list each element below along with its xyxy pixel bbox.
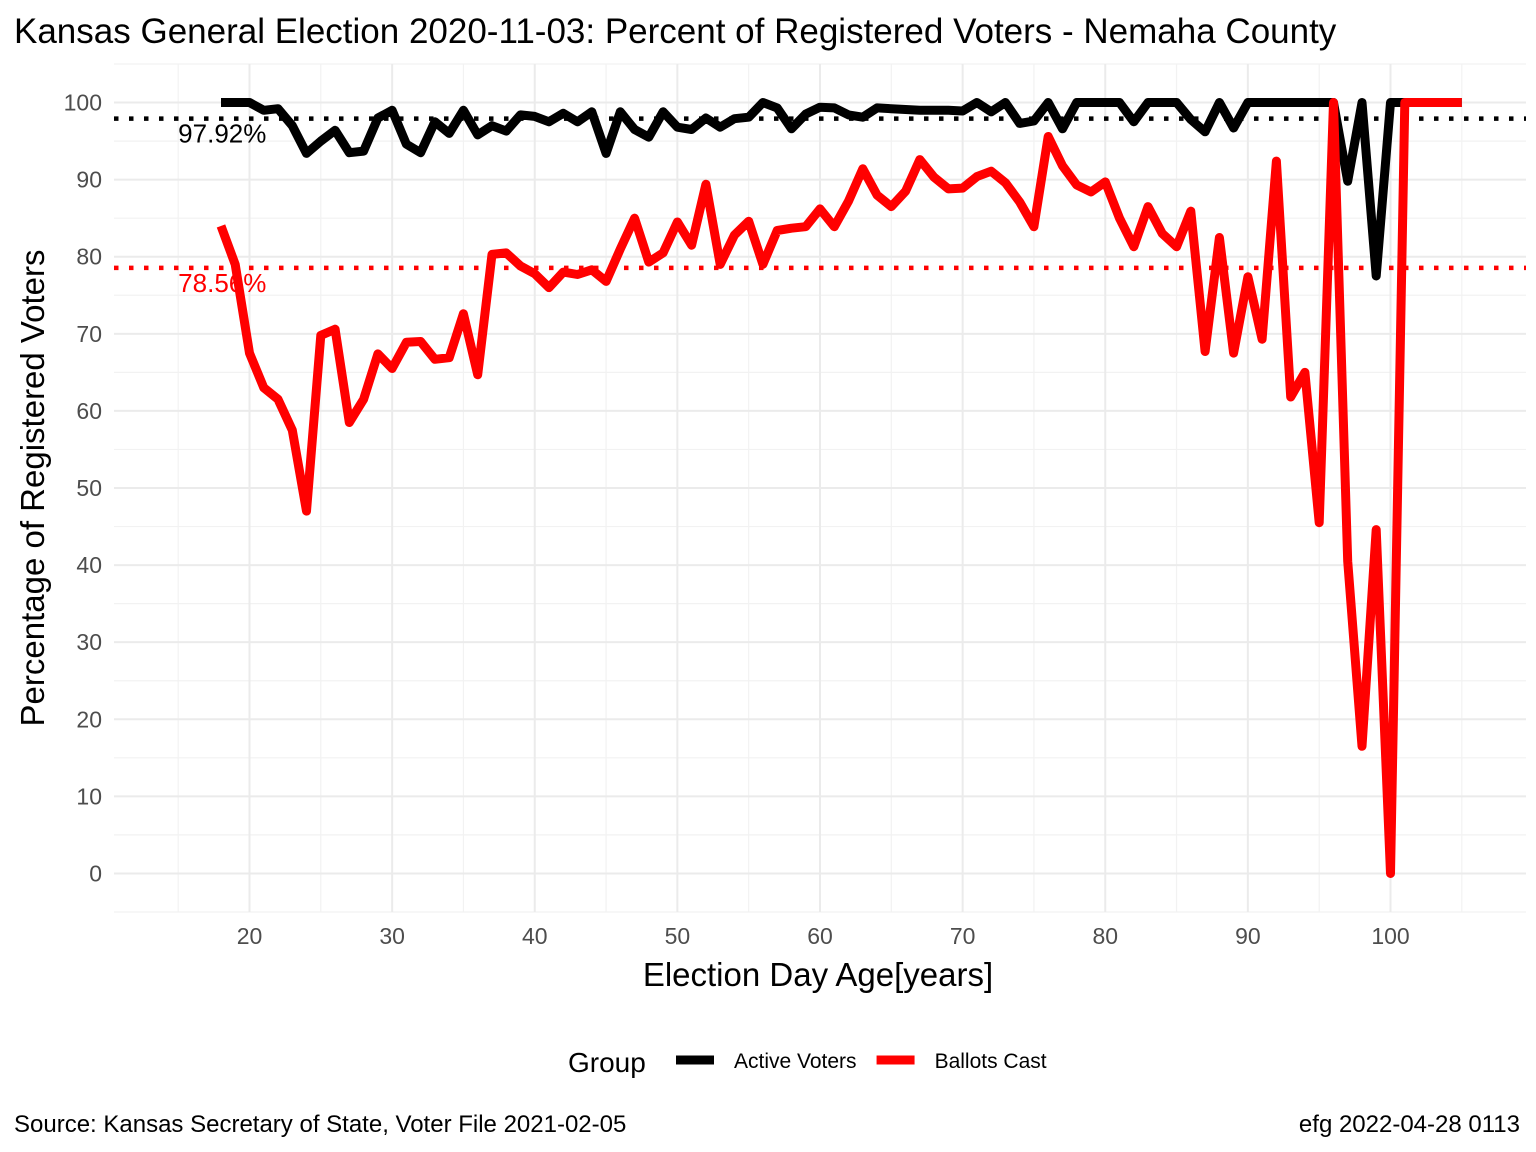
x-axis-ticks: 20 30 40 50 60 70 80 90 100 — [237, 923, 1410, 949]
legend-label: Active Voters — [734, 1050, 857, 1073]
x-tick-label: 80 — [1092, 923, 1118, 949]
x-tick-label: 90 — [1235, 923, 1261, 949]
y-tick-label: 70 — [76, 321, 102, 347]
source-caption: Source: Kansas Secretary of State, Voter… — [14, 1111, 626, 1138]
series-line — [221, 98, 1462, 281]
series-lines — [216, 98, 1462, 878]
x-tick-label: 70 — [950, 923, 976, 949]
legend: Group Active Voters Ballots Cast — [568, 1047, 1047, 1078]
x-tick-label: 30 — [379, 923, 405, 949]
y-tick-label: 40 — [76, 552, 102, 578]
legend-title: Group — [568, 1047, 646, 1078]
y-axis-title: Percentage of Registered Voters — [14, 250, 51, 727]
series-line — [216, 98, 1462, 878]
reference-labels: 97.92% 78.56% — [178, 119, 266, 298]
x-tick-label: 20 — [237, 923, 263, 949]
reference-lines — [114, 116, 1526, 271]
y-tick-label: 60 — [76, 398, 102, 424]
x-tick-label: 60 — [807, 923, 833, 949]
y-tick-label: 20 — [76, 706, 102, 732]
reference-label: 97.92% — [178, 119, 266, 149]
y-tick-label: 30 — [76, 629, 102, 655]
x-tick-label: 50 — [665, 923, 691, 949]
legend-label: Ballots Cast — [935, 1050, 1047, 1073]
y-tick-label: 0 — [89, 860, 102, 886]
y-axis-ticks: 0 10 20 30 40 50 60 70 80 90 100 — [64, 90, 102, 887]
x-tick-label: 40 — [522, 923, 548, 949]
y-tick-label: 50 — [76, 475, 102, 501]
y-tick-label: 100 — [64, 90, 102, 116]
reference-label: 78.56% — [178, 268, 266, 298]
y-tick-label: 90 — [76, 167, 102, 193]
y-tick-label: 10 — [76, 783, 102, 809]
credit-caption: efg 2022-04-28 0113 — [1299, 1111, 1520, 1138]
chart-title: Kansas General Election 2020-11-03: Perc… — [14, 12, 1337, 51]
x-tick-label: 100 — [1371, 923, 1409, 949]
y-tick-label: 80 — [76, 244, 102, 270]
x-axis-title: Election Day Age[years] — [643, 956, 993, 993]
